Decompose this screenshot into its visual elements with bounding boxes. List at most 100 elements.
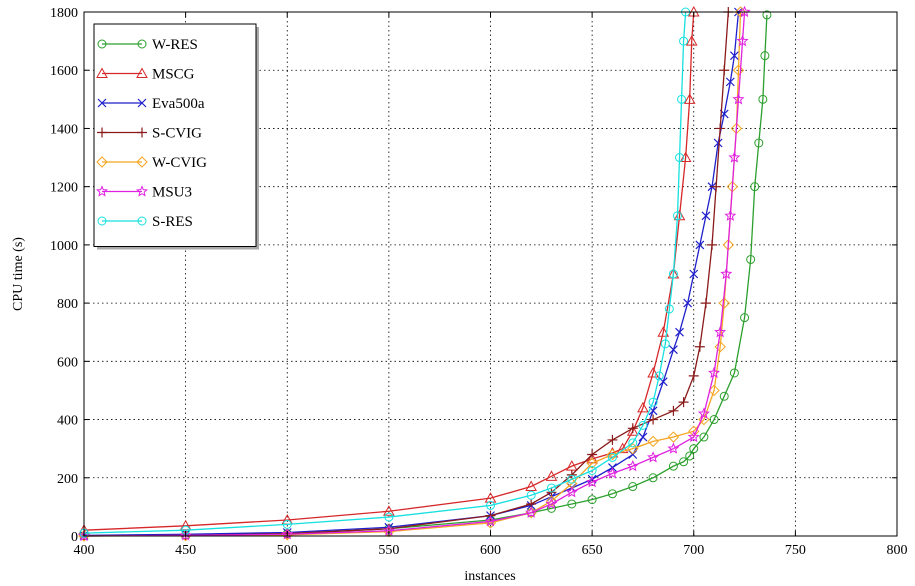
- data-point-s-res: [677, 94, 687, 104]
- data-point-mscg: [484, 492, 497, 503]
- legend-label: MSCG: [152, 67, 195, 83]
- data-point-s-cvig: [678, 397, 689, 408]
- data-point-s-res: [384, 512, 394, 522]
- data-point-msu3: [724, 209, 737, 221]
- data-point-w-res: [607, 489, 617, 499]
- data-point-mscg: [626, 425, 639, 436]
- data-point-mscg: [637, 401, 649, 413]
- data-point-w-res: [760, 51, 770, 61]
- data-point-s-cvig: [711, 181, 722, 192]
- data-point-msu3: [586, 475, 599, 488]
- data-point-w-cvig: [718, 297, 730, 309]
- legend-entry-s-res: S-RES: [97, 214, 193, 230]
- data-point-s-res: [672, 211, 682, 221]
- y-tick-label: 0: [71, 530, 78, 545]
- data-point-mscg: [685, 35, 698, 46]
- data-point-msu3: [647, 451, 660, 463]
- data-point-s-res: [567, 474, 577, 484]
- legend-label: MSU3: [152, 185, 192, 201]
- data-point-mscg: [647, 366, 659, 378]
- data-point-s-cvig: [719, 65, 730, 76]
- data-point-eva500a: [628, 450, 638, 459]
- legend-entry-msu3: MSU3: [96, 185, 192, 201]
- y-tick-label: 600: [57, 355, 78, 370]
- y-tick-label: 1600: [50, 64, 78, 79]
- x-tick-label: 650: [582, 543, 603, 558]
- data-point-w-cvig: [732, 64, 745, 76]
- data-point-eva500a: [729, 51, 739, 61]
- axis-ticks: 400 450 500 550 600 650 700 750 800 0 200 400 600 800…: [50, 6, 908, 558]
- data-point-w-res: [668, 461, 678, 471]
- legend-label: S-RES: [152, 214, 193, 230]
- data-point-msu3: [565, 486, 578, 498]
- data-point-s-res: [648, 397, 658, 407]
- data-point-msu3: [525, 506, 538, 518]
- data-point-w-res: [628, 482, 638, 492]
- x-tick-label: 600: [480, 543, 501, 558]
- data-point-w-cvig: [281, 529, 293, 541]
- data-point-w-res: [729, 368, 739, 378]
- data-point-w-res: [709, 415, 719, 425]
- legend-marker: [137, 39, 147, 49]
- y-tick-label: 800: [57, 297, 78, 312]
- data-point-msu3: [732, 93, 745, 105]
- data-point-msu3: [606, 467, 619, 479]
- data-point-w-res: [746, 254, 756, 264]
- legend-marker: [97, 127, 107, 138]
- x-tick-label: 550: [378, 543, 399, 558]
- series-line-w-res: [83, 14, 768, 537]
- series-msu3: [78, 5, 751, 542]
- data-point-eva500a: [675, 327, 684, 337]
- data-point-s-cvig: [688, 370, 699, 381]
- data-point-eva500a: [701, 211, 711, 221]
- legend-marker: [136, 185, 148, 197]
- data-point-eva500a: [689, 269, 699, 279]
- x-tick-label: 400: [74, 543, 95, 558]
- legend: W-RES MSCG Eva500a S-CVIG W-CVIG MSU3 S-RES: [93, 23, 259, 250]
- legend-entry-w-res: W-RES: [97, 37, 198, 53]
- data-point-w-res: [685, 451, 695, 461]
- series-line-msu3: [83, 11, 746, 537]
- data-point-w-res: [750, 182, 760, 192]
- data-point-eva500a: [638, 432, 648, 442]
- data-point-s-res: [607, 452, 617, 462]
- data-point-s-res: [654, 371, 664, 381]
- legend-entry-eva500a: Eva500a: [97, 96, 205, 112]
- legend-marker: [97, 98, 107, 108]
- data-point-mscg: [683, 93, 696, 104]
- legend-marker: [137, 98, 147, 108]
- data-point-s-res: [638, 420, 648, 430]
- data-point-eva500a: [713, 138, 723, 148]
- legend-marker: [137, 216, 147, 226]
- series-layer: [78, 5, 772, 542]
- legend-entry-mscg: MSCG: [96, 67, 195, 83]
- data-point-w-res: [648, 473, 658, 483]
- data-point-s-res: [660, 339, 670, 349]
- legend-box: [93, 23, 257, 247]
- data-point-s-res: [679, 36, 689, 46]
- legend-label: S-CVIG: [152, 126, 202, 142]
- data-point-msu3: [484, 515, 497, 527]
- data-point-s-cvig: [627, 423, 638, 434]
- legend-marker: [97, 216, 107, 226]
- data-point-w-cvig: [606, 448, 619, 461]
- y-tick-label: 1800: [50, 6, 78, 21]
- data-point-w-cvig: [627, 442, 639, 455]
- data-point-msu3: [736, 34, 749, 47]
- legend-marker: [96, 156, 108, 168]
- data-point-mscg: [657, 326, 670, 337]
- legend-marker: [96, 67, 108, 78]
- x-tick-label: 750: [785, 543, 806, 558]
- x-tick-label: 500: [277, 543, 298, 558]
- legend-marker: [97, 39, 107, 49]
- data-point-w-res: [758, 94, 768, 104]
- y-tick-label: 1000: [50, 239, 78, 254]
- data-point-w-res: [740, 313, 750, 323]
- legend-label: W-RES: [152, 37, 198, 53]
- data-point-msu3: [545, 497, 558, 510]
- data-point-msu3: [626, 459, 639, 472]
- data-point-eva500a: [695, 240, 705, 250]
- data-point-w-res: [719, 391, 729, 401]
- data-point-w-res: [754, 138, 764, 148]
- legend-entry-s-cvig: S-CVIG: [97, 126, 202, 142]
